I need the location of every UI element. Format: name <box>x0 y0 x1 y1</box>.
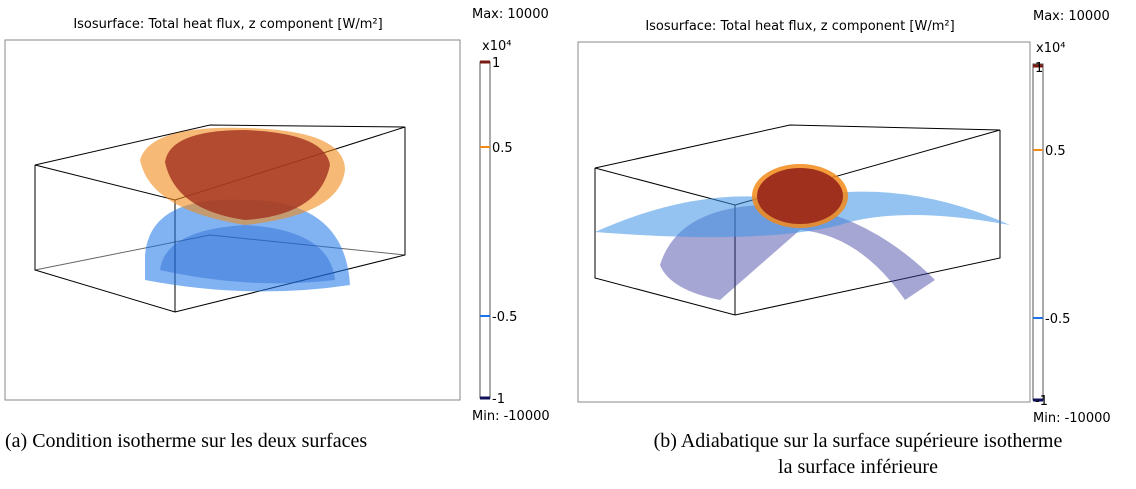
tick-label: -1 <box>492 392 505 407</box>
caption: la surface inférieure <box>778 456 938 478</box>
plot-title: Isosurface: Total heat flux, z component… <box>645 19 954 34</box>
tick-label: 0.5 <box>1045 144 1066 159</box>
scene <box>594 124 1010 316</box>
tick-label: 1 <box>1035 61 1043 76</box>
colorbar <box>479 61 491 399</box>
tick-label: -0.5 <box>492 310 517 325</box>
caption: (a) Condition isotherme sur les deux sur… <box>5 430 367 452</box>
min-label: Min: -10000 <box>472 409 550 424</box>
scene <box>34 124 406 313</box>
tick-label: -1 <box>1035 394 1048 409</box>
max-label: Max: 10000 <box>1033 9 1110 24</box>
min-label: Min: -10000 <box>1033 411 1111 426</box>
max-label: Max: 10000 <box>472 7 549 22</box>
caption: (b) Adiabatique sur la surface supérieur… <box>654 430 1063 452</box>
tick-label: 0.5 <box>492 141 513 156</box>
exponent-label: x10⁴ <box>482 39 511 54</box>
plot-title: Isosurface: Total heat flux, z component… <box>73 17 382 32</box>
tick-label: 1 <box>492 56 500 71</box>
tick-label: -0.5 <box>1045 312 1070 327</box>
exponent-label: x10⁴ <box>1036 41 1065 56</box>
colorbar <box>1032 63 1044 401</box>
